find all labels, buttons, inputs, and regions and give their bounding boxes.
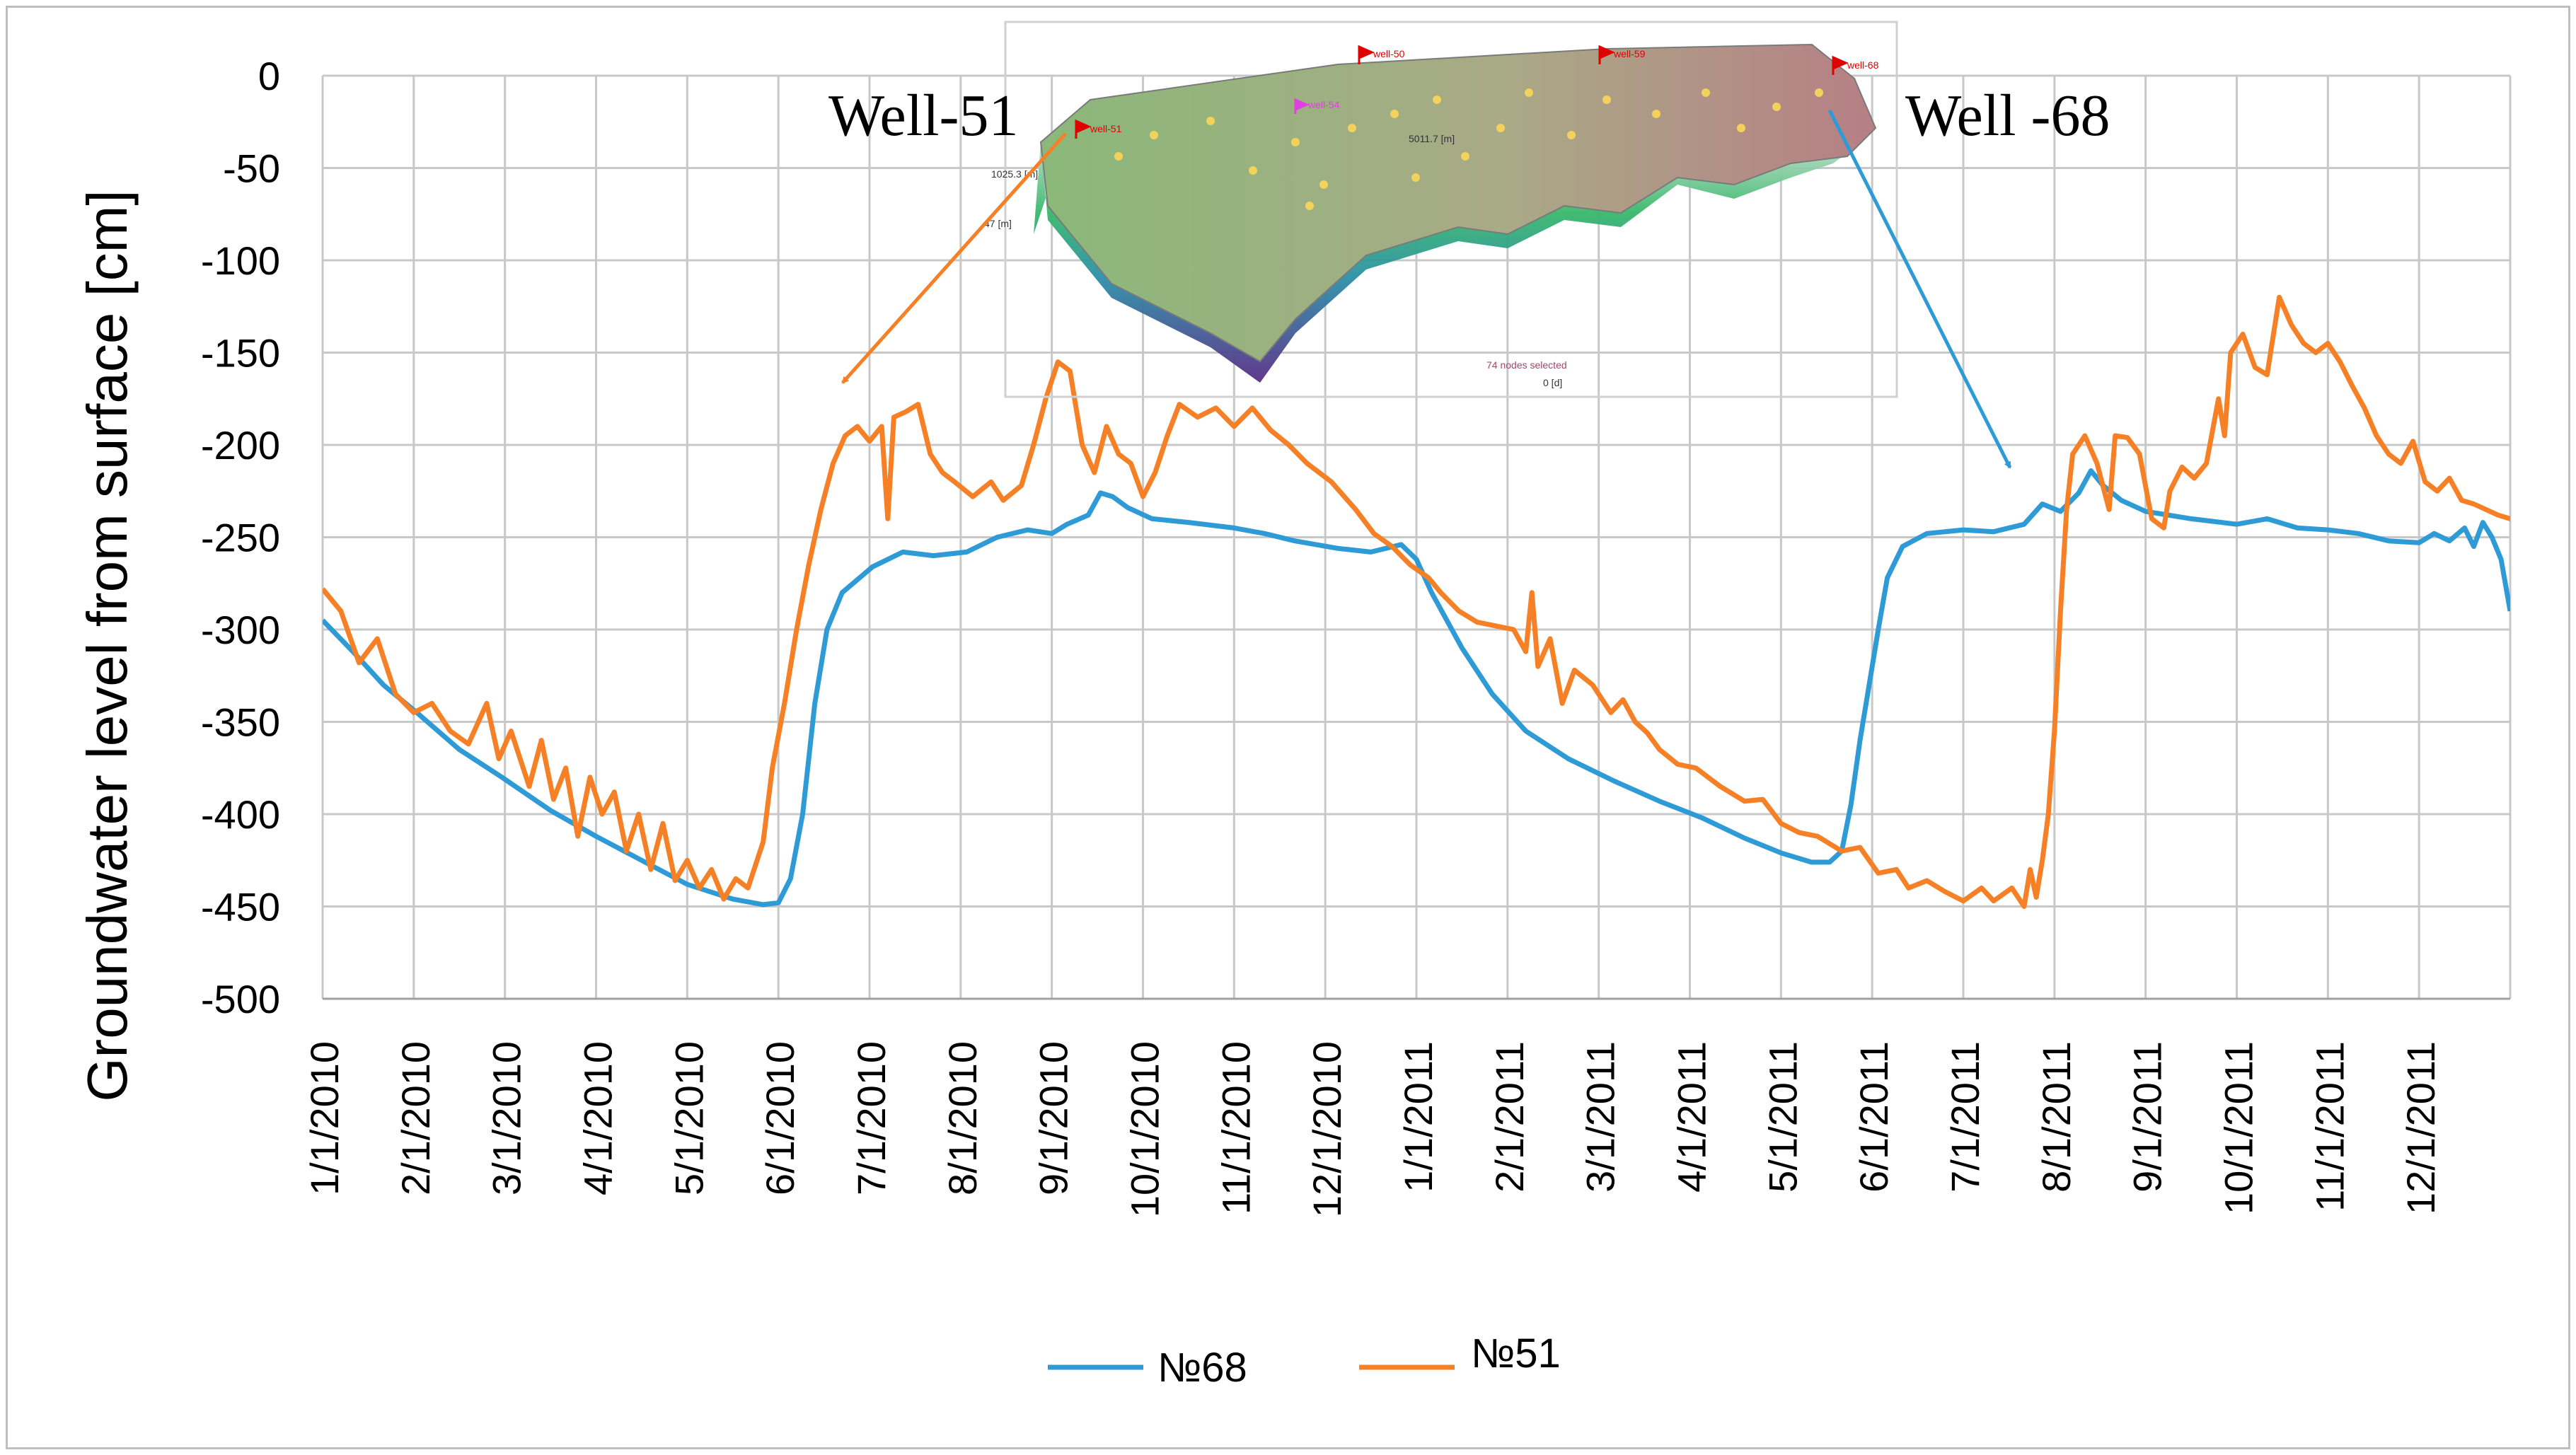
- x-tick-label: 11/1/2010: [1213, 1041, 1258, 1215]
- y-tick-label: -400: [201, 792, 280, 837]
- well-59-inset-label: well-59: [1613, 48, 1646, 59]
- x-tick-label: 8/1/2011: [2034, 1041, 2079, 1193]
- x-tick-label: 6/1/2010: [758, 1041, 802, 1195]
- well-51-arrow: [841, 132, 1067, 384]
- inset-axis-text-1: 47 [m]: [984, 218, 1012, 229]
- well-68-inset-label: well-68: [1847, 59, 1879, 71]
- inset-scale-text: 0 [d]: [1543, 377, 1562, 388]
- well-50-inset-label: well-50: [1373, 48, 1405, 59]
- well-59-marker: well-59: [1598, 45, 1646, 64]
- well-50-marker: well-50: [1358, 45, 1405, 64]
- x-tick-label: 7/1/2010: [849, 1041, 894, 1195]
- x-tick-label: 6/1/2011: [1852, 1041, 1896, 1193]
- x-tick-label: 1/1/2011: [1396, 1041, 1440, 1193]
- inset-mid-text: 5011.7 [m]: [1409, 133, 1455, 144]
- x-tick-label: 1/1/2010: [302, 1041, 347, 1195]
- x-axis-ticks: 1/1/2010 2/1/2010 3/1/2010 4/1/2010 5/1/2010…: [302, 1041, 2443, 1217]
- y-tick-label: -450: [201, 885, 280, 929]
- x-tick-label: 9/1/2011: [2125, 1041, 2170, 1193]
- y-tick-label: -300: [201, 608, 280, 652]
- line-chart: 0 -50 -100 -150 -200 -250 -300 -350 -400 -450 -500…: [76, 21, 2512, 1391]
- well-51-label: Well-51: [828, 83, 1019, 149]
- gridlines: [321, 74, 2512, 1000]
- x-tick-label: 3/1/2011: [1578, 1041, 1623, 1193]
- x-tick-label: 4/1/2011: [1670, 1041, 1714, 1193]
- chart-frame: 0 -50 -100 -150 -200 -250 -300 -350 -400 -450 -500…: [6, 6, 2570, 1449]
- y-axis-label: Groundwater level from surface [cm]: [76, 190, 139, 1101]
- model-top: [1039, 43, 1877, 363]
- x-tick-label: 10/1/2010: [1123, 1041, 1167, 1217]
- x-tick-label: 12/1/2010: [1305, 1041, 1349, 1217]
- well-68-marker: well-68: [1832, 55, 1879, 75]
- x-tick-label: 2/1/2011: [1487, 1041, 1532, 1193]
- well-51-marker: well-51: [1075, 119, 1122, 139]
- y-axis-ticks: 0 -50 -100 -150 -200 -250 -300 -350 -400 -450 -500: [201, 54, 280, 1021]
- series-line-68: [323, 468, 2510, 908]
- x-tick-label: 9/1/2010: [1032, 1041, 1076, 1195]
- inset-dots: [1114, 88, 1823, 210]
- x-tick-label: 10/1/2011: [2217, 1041, 2261, 1215]
- y-tick-label: -150: [201, 331, 280, 376]
- y-tick-label: -250: [201, 516, 280, 560]
- legend-label-51: №51: [1471, 1331, 1561, 1376]
- well-68-arrow: [1827, 109, 2012, 469]
- series-line-51: [323, 294, 2510, 909]
- x-tick-label: 8/1/2010: [940, 1041, 985, 1195]
- y-tick-label: -200: [201, 423, 280, 468]
- x-tick-label: 11/1/2011: [2307, 1041, 2352, 1212]
- legend: №68 №51: [1048, 1331, 1561, 1391]
- x-tick-label: 5/1/2010: [666, 1041, 711, 1195]
- y-tick-label: 0: [258, 54, 280, 98]
- legend-label-68: №68: [1157, 1345, 1247, 1391]
- y-tick-label: -100: [201, 238, 280, 283]
- well-68-label: Well -68: [1905, 83, 2110, 149]
- x-tick-label: 3/1/2010: [485, 1041, 529, 1195]
- y-tick-label: -500: [201, 977, 280, 1021]
- well-54-inset-label: well-54: [1307, 99, 1340, 110]
- annotation-arrows: [841, 109, 2012, 469]
- y-tick-label: -350: [201, 700, 280, 745]
- inset-frame: [1004, 21, 1898, 398]
- inset-node-text: 74 nodes selected: [1486, 359, 1567, 371]
- x-tick-label: 7/1/2011: [1943, 1041, 1987, 1193]
- well-51-inset-label: well-51: [1090, 123, 1122, 134]
- series-lines: [323, 294, 2510, 909]
- x-tick-label: 2/1/2010: [393, 1041, 438, 1195]
- y-tick-label: -50: [223, 146, 280, 191]
- x-tick-label: 5/1/2011: [1760, 1041, 1805, 1193]
- well-54-marker: well-54: [1294, 98, 1340, 114]
- model-inset: well-51 well-54 well-50 well-59 well-68 …: [984, 21, 1898, 398]
- x-tick-label: 12/1/2011: [2398, 1041, 2443, 1215]
- x-tick-label: 4/1/2010: [576, 1041, 620, 1195]
